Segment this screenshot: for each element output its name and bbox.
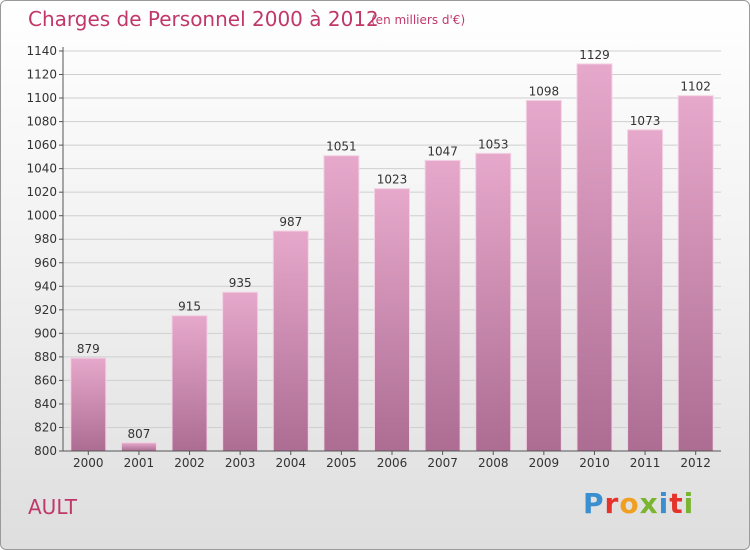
x-tick-label: 2003 — [225, 456, 256, 470]
logo-letter: r — [604, 487, 620, 520]
bar — [475, 152, 512, 452]
logo-letter: P — [583, 487, 605, 520]
x-tick-label: 2001 — [124, 456, 155, 470]
bar-value-label: 1129 — [579, 48, 610, 62]
y-tick-label: 920 — [34, 303, 57, 317]
x-tick-label: 2012 — [680, 456, 711, 470]
y-tick-label: 800 — [34, 444, 57, 458]
logo-letter: x — [639, 487, 659, 520]
bar — [323, 155, 360, 452]
bar-value-label: 1098 — [529, 84, 560, 98]
bar — [120, 442, 157, 452]
x-tick-label: 2005 — [326, 456, 357, 470]
y-tick-label: 820 — [34, 420, 57, 434]
y-tick-label: 840 — [34, 397, 57, 411]
x-tick-label: 2007 — [427, 456, 458, 470]
logo-letter: o — [619, 487, 640, 520]
y-tick-label: 1020 — [26, 185, 57, 199]
bar-value-label: 987 — [279, 215, 302, 229]
bar-value-label: 915 — [178, 300, 201, 314]
bar — [70, 357, 107, 452]
x-tick-label: 2000 — [73, 456, 104, 470]
axes: 800 820 840 860 880 900 920 940 960 980 1000 1020 10… — [26, 44, 721, 470]
bar — [576, 63, 613, 452]
x-tick-label: 2010 — [579, 456, 610, 470]
y-tick-label: 1120 — [26, 68, 57, 82]
bar-value-label: 1023 — [377, 173, 408, 187]
y-tick-label: 940 — [34, 279, 57, 293]
logo-letter: i — [658, 487, 670, 520]
bar-value-label: 1047 — [427, 144, 458, 158]
x-tick-label: 2002 — [174, 456, 205, 470]
bar-value-label: 879 — [77, 342, 100, 356]
chart-title: Charges de Personnel 2000 à 2012 — [28, 7, 379, 31]
logo-letter: t — [669, 487, 684, 520]
bar-value-label: 1053 — [478, 137, 509, 151]
x-tick-label: 2011 — [630, 456, 661, 470]
y-tick-label: 1060 — [26, 138, 57, 152]
bar — [374, 188, 410, 452]
y-tick-label: 1140 — [26, 44, 57, 58]
y-tick-label: 960 — [34, 256, 57, 270]
bar-value-label: 807 — [127, 427, 150, 441]
bar — [525, 99, 562, 452]
bar — [677, 95, 714, 452]
bar-chart: 879 807 915 935 987 1051 1023 1047 1053 1098 1129 1… — [26, 44, 721, 470]
x-tick-label: 2004 — [275, 456, 306, 470]
bar-value-label: 1051 — [326, 140, 357, 154]
x-tick-label: 2006 — [377, 456, 408, 470]
y-tick-label: 1080 — [26, 115, 57, 129]
y-tick-label: 1040 — [26, 162, 57, 176]
bar — [627, 129, 664, 452]
y-tick-label: 1100 — [26, 91, 57, 105]
bar — [272, 230, 309, 452]
bars: 879 807 915 935 987 1051 1023 1047 1053 1098 1129 1… — [70, 48, 714, 452]
proxiti-logo: Proxiti — [583, 487, 694, 520]
logo-letter: i — [683, 487, 695, 520]
bar — [171, 315, 208, 452]
y-tick-label: 860 — [34, 373, 57, 387]
x-tick-label: 2008 — [478, 456, 509, 470]
y-tick-label: 880 — [34, 350, 57, 364]
bar — [222, 291, 259, 452]
y-tick-label: 900 — [34, 326, 57, 340]
place-name: AULT — [28, 495, 77, 519]
bar-value-label: 1073 — [630, 114, 661, 128]
bar — [424, 159, 461, 452]
x-tick-label: 2009 — [529, 456, 560, 470]
y-tick-label: 1000 — [26, 209, 57, 223]
chart-subtitle: (en milliers d'€) — [371, 13, 466, 27]
y-tick-label: 980 — [34, 232, 57, 246]
bar-value-label: 935 — [229, 276, 252, 290]
bar-value-label: 1102 — [680, 80, 711, 94]
